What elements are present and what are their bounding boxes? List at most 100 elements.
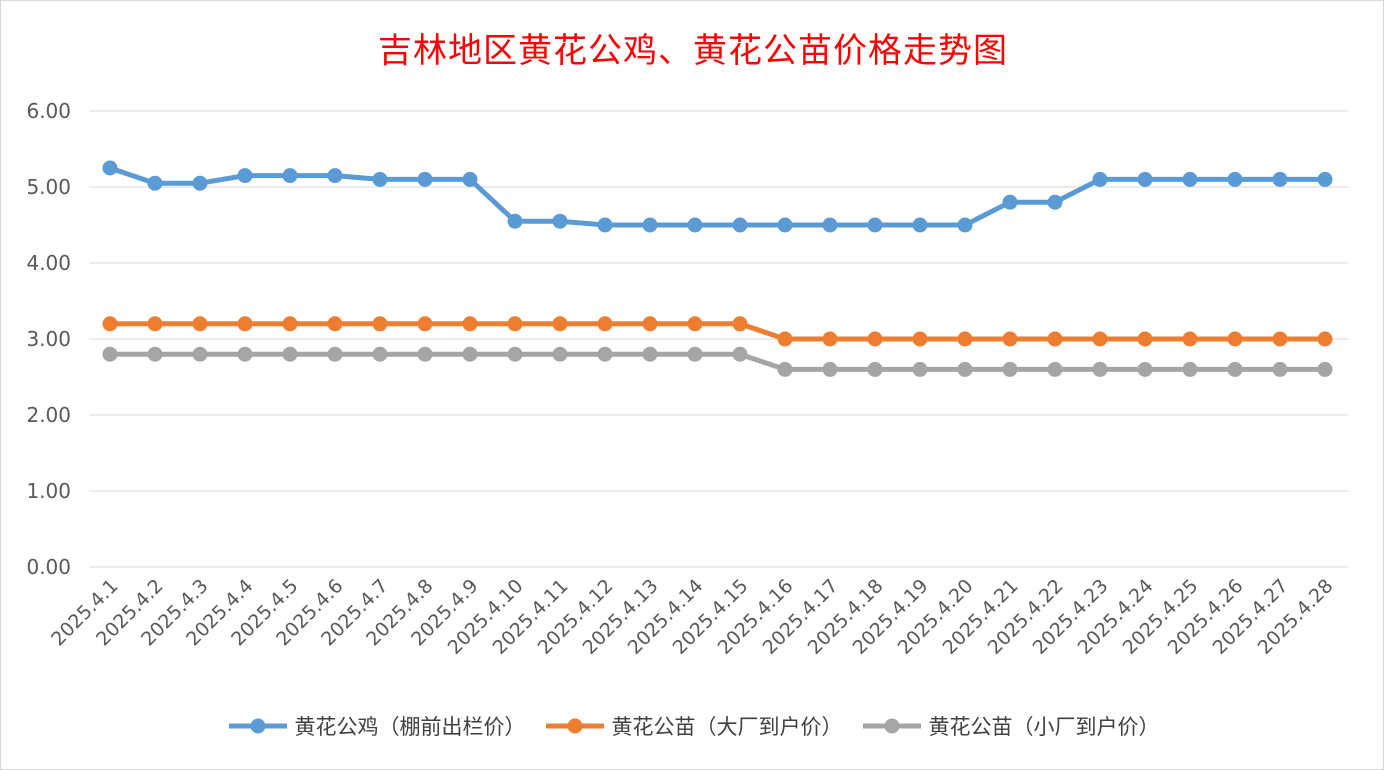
chart-title: 吉林地区黄花公鸡、黄花公苗价格走势图 [378, 31, 1008, 71]
data-point [1092, 331, 1108, 347]
data-point [912, 361, 928, 377]
data-point [777, 217, 793, 233]
data-point [147, 175, 163, 191]
data-point [1092, 171, 1108, 187]
data-point [237, 168, 253, 184]
data-point [282, 316, 298, 332]
data-point [597, 217, 613, 233]
legend-marker [250, 718, 265, 734]
data-point [687, 316, 703, 332]
data-point [327, 316, 343, 332]
data-point [552, 316, 568, 332]
data-point [147, 316, 163, 332]
data-point [1182, 361, 1198, 377]
data-point [102, 346, 118, 362]
legend-label: 黄花公鸡（棚前出栏价） [294, 715, 526, 739]
data-point [192, 175, 208, 191]
data-point [957, 361, 973, 377]
data-point [507, 316, 523, 332]
y-tick-label: 4.00 [26, 251, 71, 275]
data-point [282, 346, 298, 362]
data-point [1092, 361, 1108, 377]
data-point [1182, 331, 1198, 347]
legend-swatch [862, 718, 921, 734]
data-point [642, 346, 658, 362]
data-point [1047, 194, 1063, 210]
data-point [822, 331, 838, 347]
data-point [147, 346, 163, 362]
data-point [507, 213, 523, 229]
data-point [282, 168, 298, 184]
data-point [1047, 331, 1063, 347]
data-point [1272, 331, 1288, 347]
data-point [327, 168, 343, 184]
data-point [957, 331, 973, 347]
data-point [552, 213, 568, 229]
data-point [957, 217, 973, 233]
series-line [109, 165, 1325, 228]
data-point [417, 346, 433, 362]
data-point [462, 171, 478, 187]
data-point [372, 346, 388, 362]
data-point [777, 331, 793, 347]
data-point [822, 361, 838, 377]
legend-label: 黄花公苗（小厂到户价） [928, 715, 1160, 739]
y-tick-label: 1.00 [26, 479, 71, 503]
data-point [552, 346, 568, 362]
legend-item: 黄花公苗（大厂到户价） [544, 711, 843, 741]
data-point [1137, 331, 1153, 347]
data-point [462, 346, 478, 362]
data-point [1182, 171, 1198, 187]
data-point [192, 346, 208, 362]
data-point [597, 346, 613, 362]
data-point [237, 316, 253, 332]
data-point [1227, 331, 1243, 347]
data-point [1227, 361, 1243, 377]
data-point [687, 217, 703, 233]
data-point [777, 361, 793, 377]
legend-marker [567, 718, 582, 734]
data-point [642, 217, 658, 233]
data-point [1317, 361, 1333, 377]
data-point [1047, 361, 1063, 377]
data-point [912, 331, 928, 347]
legend: 黄花公鸡（棚前出栏价） 黄花公苗（大厂到户价） 黄花公苗（小厂到户价） [1, 711, 1384, 741]
data-point [1002, 194, 1018, 210]
data-point [867, 361, 883, 377]
data-point [417, 171, 433, 187]
data-point [1227, 171, 1243, 187]
data-point [1002, 361, 1018, 377]
y-tick-label: 5.00 [26, 175, 71, 199]
y-tick-label: 6.00 [26, 99, 71, 123]
data-point [1002, 331, 1018, 347]
data-point [462, 316, 478, 332]
data-point [327, 346, 343, 362]
data-point [417, 316, 433, 332]
data-point [1317, 331, 1333, 347]
data-point [1317, 171, 1333, 187]
data-point [237, 346, 253, 362]
data-point [597, 316, 613, 332]
legend-label: 黄花公苗（大厂到户价） [611, 715, 843, 739]
legend-item: 黄花公苗（小厂到户价） [861, 711, 1160, 741]
data-point [372, 171, 388, 187]
data-point [1272, 361, 1288, 377]
data-point [642, 316, 658, 332]
legend-swatch [228, 718, 287, 734]
data-point [372, 316, 388, 332]
y-tick-label: 0.00 [26, 555, 71, 579]
data-point [1272, 171, 1288, 187]
data-point [192, 316, 208, 332]
data-point [867, 217, 883, 233]
data-point [507, 346, 523, 362]
data-point [1137, 171, 1153, 187]
data-point [867, 331, 883, 347]
legend-item: 黄花公鸡（棚前出栏价） [227, 711, 526, 741]
data-point [822, 217, 838, 233]
y-tick-label: 3.00 [26, 327, 71, 351]
series-line [110, 351, 1325, 372]
legend-marker [884, 718, 899, 734]
data-point [1137, 361, 1153, 377]
